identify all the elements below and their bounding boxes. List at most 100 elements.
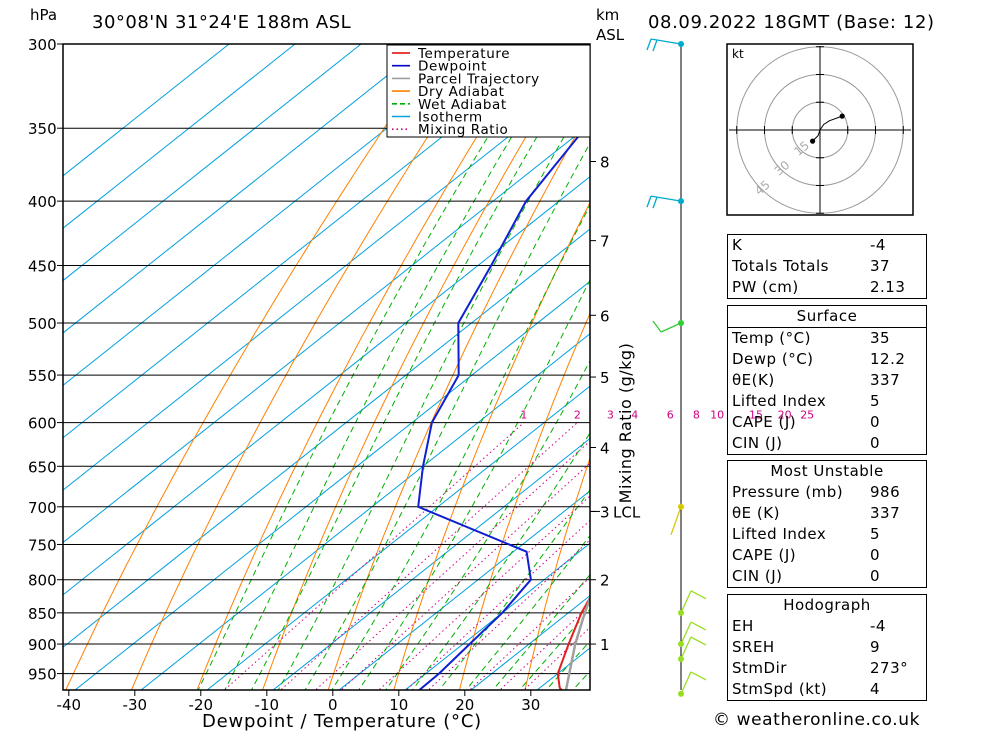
wind-barb bbox=[670, 506, 682, 536]
temperature-tick-label: 30 bbox=[521, 696, 540, 714]
row-value: 273° bbox=[870, 659, 909, 677]
row-value: 5 bbox=[870, 525, 881, 543]
dry-adiabat-line bbox=[130, 44, 489, 690]
row-value: -4 bbox=[870, 617, 886, 635]
wind-barb bbox=[646, 195, 682, 209]
km-tick-label: 6 bbox=[600, 307, 610, 325]
mixing-ratio-label: 4 bbox=[631, 409, 638, 422]
row-value: 0 bbox=[870, 413, 881, 431]
indices-table: K -4 Totals Totals 37 PW (cm) 2.13 bbox=[727, 234, 927, 299]
isotherm-line bbox=[63, 44, 428, 334]
km-unit-label: km bbox=[596, 6, 619, 24]
legend-entry: Wet Adiabat bbox=[418, 97, 507, 113]
row-value: 9 bbox=[870, 638, 881, 656]
isotherm-line bbox=[140, 333, 590, 690]
temperature-tick-label: -20 bbox=[189, 696, 214, 714]
isotherm-line bbox=[63, 44, 230, 177]
plot-frame bbox=[62, 43, 591, 691]
hodograph-unit-label: kt bbox=[732, 47, 744, 61]
km-tick-label: 1 bbox=[600, 636, 610, 654]
mixing-ratio-line bbox=[499, 604, 590, 690]
isotherm-line bbox=[63, 228, 590, 648]
wet-adiabat-line bbox=[438, 488, 590, 690]
hodograph-point bbox=[810, 138, 816, 144]
mixing-ratio-label: 20 bbox=[778, 409, 792, 422]
table-row: Dewp (°C) 12.2 bbox=[728, 349, 927, 370]
wind-barb bbox=[680, 621, 707, 645]
km-tick-label: 8 bbox=[600, 153, 610, 171]
wet-adiabat-line bbox=[358, 278, 590, 690]
dry-adiabat-line bbox=[262, 44, 583, 690]
row-label: StmDir bbox=[732, 659, 787, 677]
wet-adiabat-line bbox=[411, 431, 590, 690]
km-tick-label: 4 bbox=[600, 440, 610, 458]
profile-series bbox=[417, 118, 590, 690]
row-value: -4 bbox=[870, 236, 886, 254]
mixing-ratio-label: 3 bbox=[607, 409, 614, 422]
km-tick-label: 3 bbox=[600, 503, 610, 521]
wet-adiabat-line bbox=[304, 142, 590, 690]
row-value: 0 bbox=[870, 567, 881, 585]
table-row: PW (cm) 2.13 bbox=[728, 277, 927, 299]
isotherm-line bbox=[63, 44, 560, 439]
row-label: CIN (J) bbox=[732, 567, 783, 585]
table-row: θE(K) 337 bbox=[728, 370, 927, 391]
pressure-tick-label: 500 bbox=[28, 315, 57, 333]
mixing-ratio-line bbox=[427, 539, 590, 690]
temperature-tick-label: -10 bbox=[255, 696, 280, 714]
lcl-label: LCL bbox=[613, 503, 641, 521]
surface-title: Surface bbox=[796, 307, 858, 325]
pressure-tick-label: 600 bbox=[28, 415, 57, 433]
pressure-tick-label: 800 bbox=[28, 572, 57, 590]
wind-barb-dot bbox=[678, 41, 684, 47]
table-row: StmDir 273° bbox=[728, 658, 927, 679]
temperature-tick-label: 0 bbox=[328, 696, 338, 714]
row-label: K bbox=[732, 236, 743, 254]
wind-barb bbox=[652, 320, 682, 333]
row-label: StmSpd (kt) bbox=[732, 680, 828, 698]
isotherm-line bbox=[63, 44, 494, 386]
copyright-link[interactable]: © weatheronline.co.uk bbox=[713, 710, 921, 730]
table-row: CIN (J) 0 bbox=[728, 566, 927, 588]
pressure-unit-label: hPa bbox=[30, 6, 57, 24]
table-row: K -4 bbox=[728, 235, 927, 257]
asl-label: ASL bbox=[596, 26, 625, 44]
wind-barb-dot bbox=[678, 320, 684, 327]
mixing-ratio-line bbox=[314, 440, 590, 690]
wind-barb bbox=[680, 590, 707, 614]
wet-adiabat-line bbox=[518, 608, 590, 690]
hodograph-trace bbox=[812, 115, 843, 142]
series-line-dewpoint bbox=[417, 118, 590, 690]
isotherm-line bbox=[63, 123, 590, 544]
pressure-tick-label: 650 bbox=[28, 458, 57, 476]
row-value: 986 bbox=[870, 483, 901, 501]
legend-entry: Isotherm bbox=[418, 110, 483, 126]
row-label: Totals Totals bbox=[732, 257, 829, 275]
mixing-ratio-label: 10 bbox=[710, 409, 724, 422]
row-value: 2.13 bbox=[870, 278, 906, 296]
row-label: Pressure (mb) bbox=[732, 483, 844, 501]
most-unstable-title: Most Unstable bbox=[770, 462, 884, 480]
pressure-tick-label: 700 bbox=[28, 499, 57, 517]
dry-adiabat-line bbox=[984, 44, 1000, 702]
x-axis-title: Dewpoint / Temperature (°C) bbox=[202, 711, 482, 732]
table-row: CAPE (J) 0 bbox=[728, 545, 927, 566]
row-value: 37 bbox=[870, 257, 891, 275]
wind-barb bbox=[680, 671, 707, 695]
table-row: Totals Totals 37 bbox=[728, 256, 927, 277]
table-row: Pressure (mb) 986 bbox=[728, 482, 927, 503]
wind-barb-dot bbox=[678, 656, 684, 663]
wind-barb bbox=[646, 38, 682, 52]
row-value: 337 bbox=[870, 504, 901, 522]
pressure-tick-label: 450 bbox=[28, 257, 57, 275]
row-value: 337 bbox=[870, 371, 901, 389]
pressure-axis-ticks: 300 350 400 450 500 550 600 650 700 750 800 850 900 9… bbox=[28, 36, 63, 684]
mixing-ratio-axis-title: Mixing Ratio (g/kg) bbox=[616, 343, 635, 504]
km-tick-label: 7 bbox=[600, 233, 610, 251]
table-row: Lifted Index 5 bbox=[728, 391, 927, 412]
km-tick-label: 2 bbox=[600, 572, 610, 590]
hodograph-title: Hodograph bbox=[783, 596, 871, 614]
table-row: CIN (J) 0 bbox=[728, 433, 927, 455]
wind-profile bbox=[646, 38, 707, 697]
